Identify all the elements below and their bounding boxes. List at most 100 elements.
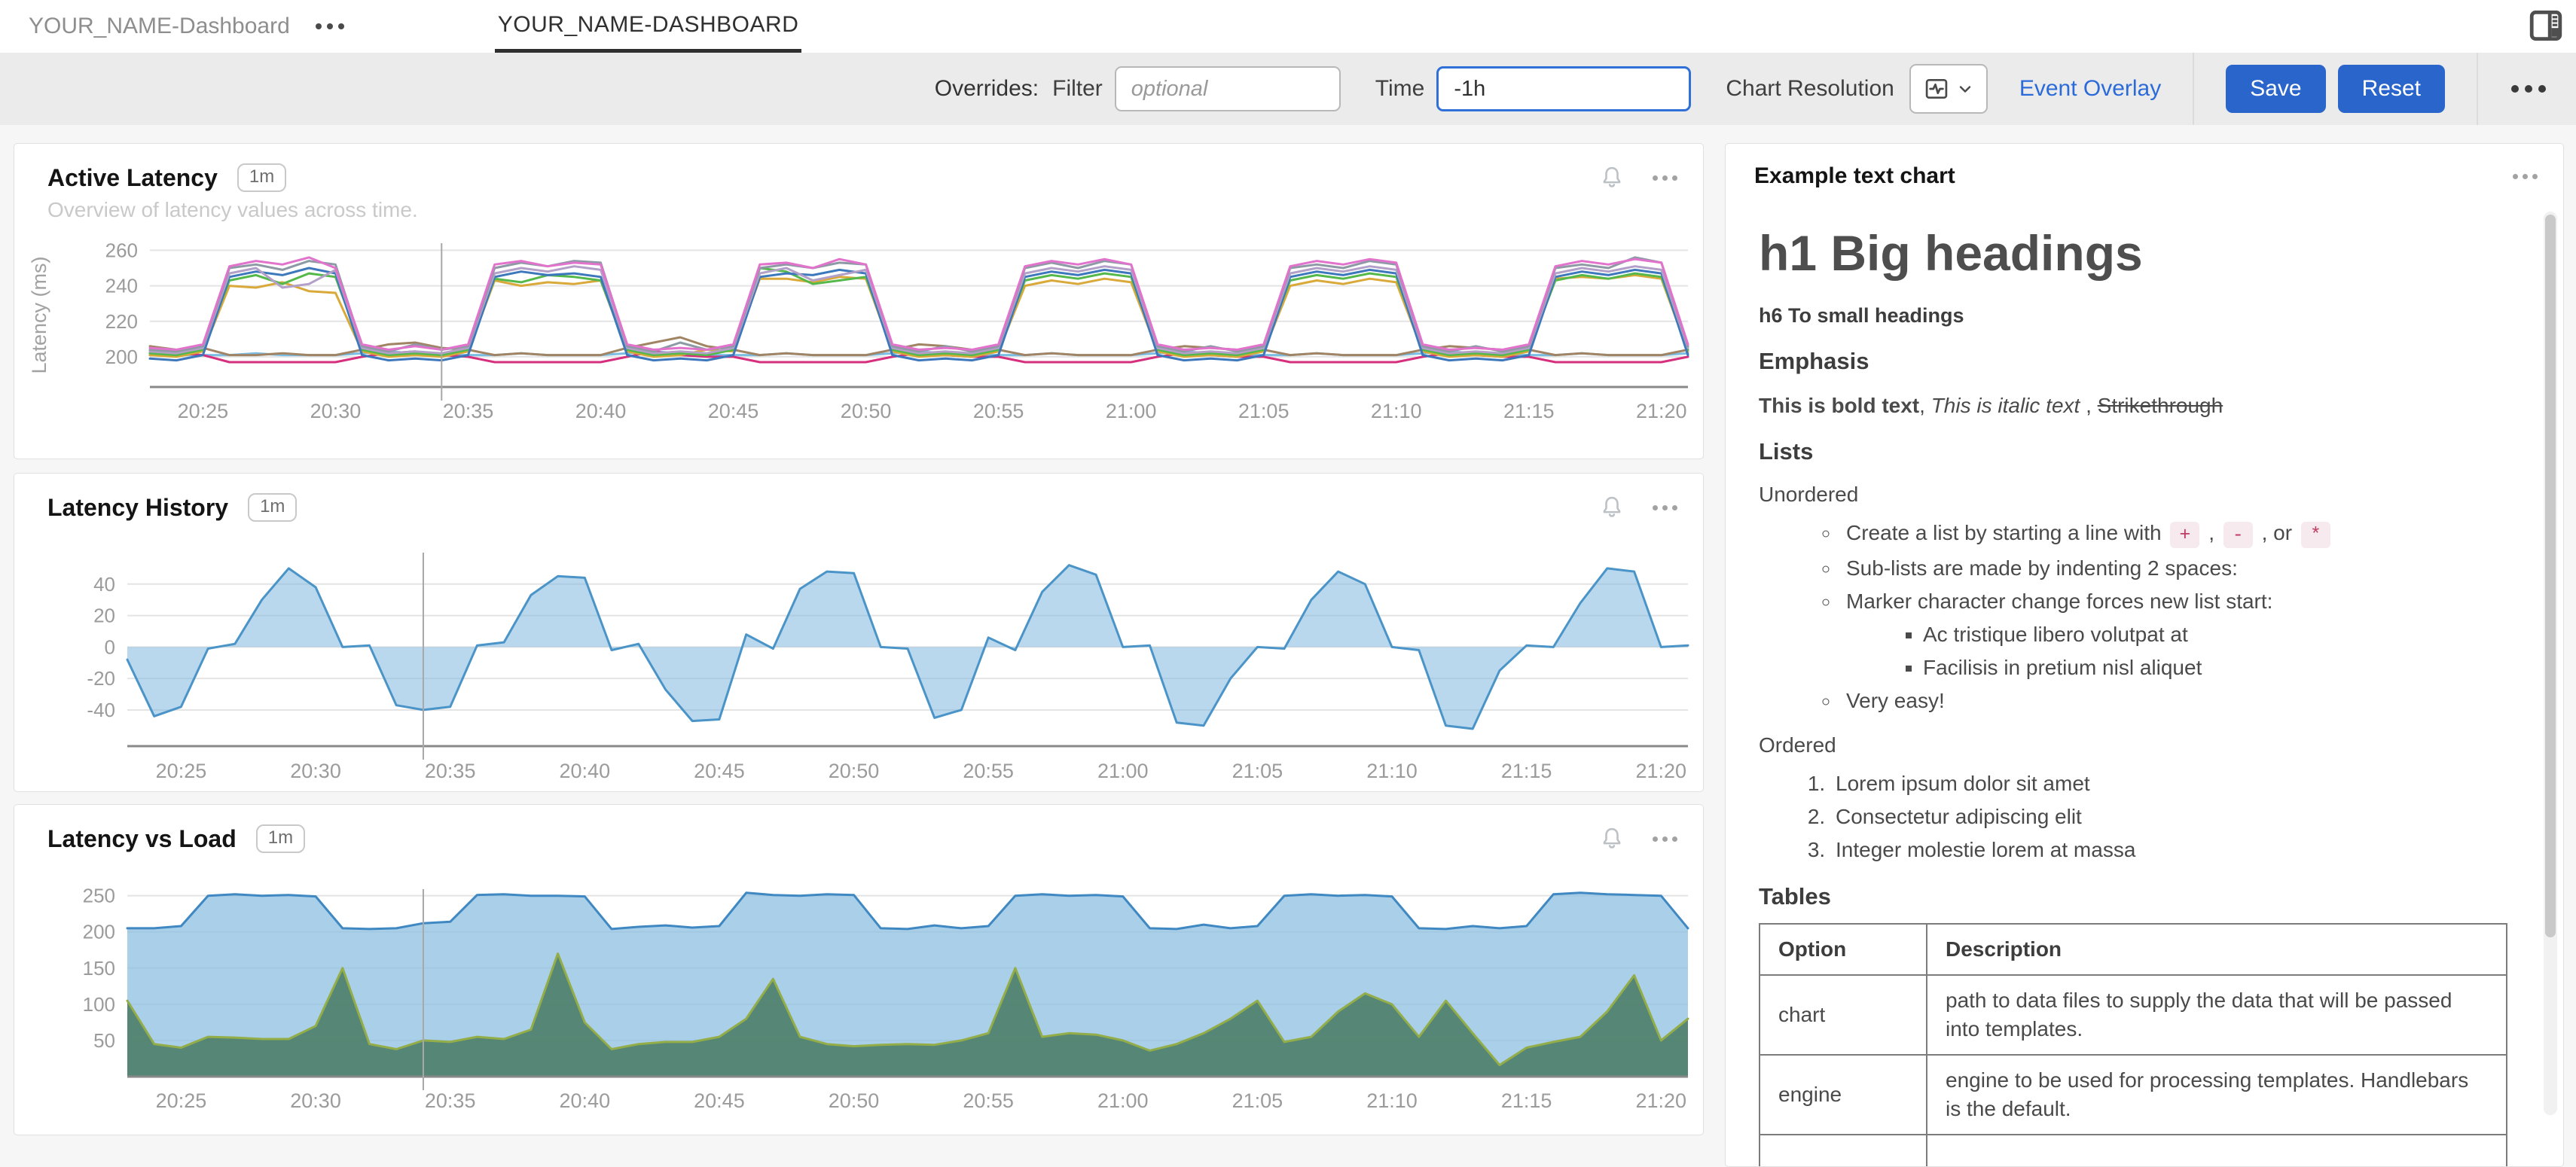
table-header-row: Option Description <box>1760 924 2507 975</box>
chart-resolution-dropdown[interactable] <box>1909 64 1988 114</box>
overrides-label: Overrides: <box>935 76 1039 102</box>
chevron-down-icon <box>1956 80 1974 98</box>
svg-text:20:25: 20:25 <box>178 400 229 422</box>
svg-text:-20: -20 <box>87 667 115 690</box>
svg-text:21:10: 21:10 <box>1366 1089 1418 1112</box>
list-item: Ac tristique libero volutpat at <box>1923 620 2507 649</box>
svg-text:40: 40 <box>93 573 115 596</box>
active-latency-chart-canvas[interactable]: 20022024026020:2520:3020:3520:4020:4520:… <box>14 239 1705 456</box>
svg-text:260: 260 <box>105 239 138 261</box>
save-button[interactable]: Save <box>2226 65 2325 113</box>
top-bar: YOUR_NAME-Dashboard YOUR_NAME-DASHBOARD <box>0 0 2576 53</box>
tab-dashboard[interactable]: YOUR_NAME-DASHBOARD <box>495 0 802 53</box>
list-item: Lorem ipsum dolor sit amet <box>1831 769 2507 798</box>
svg-text:21:15: 21:15 <box>1501 760 1552 782</box>
svg-text:150: 150 <box>83 957 115 980</box>
svg-text:240: 240 <box>105 275 138 297</box>
chart-menu-dots-icon[interactable] <box>1653 175 1677 181</box>
svg-text:20:45: 20:45 <box>694 760 745 782</box>
list-item: Consectetur adipiscing elit <box>1831 803 2507 831</box>
md-strike-text: Strikethrough <box>2098 394 2223 417</box>
svg-text:21:05: 21:05 <box>1238 400 1290 422</box>
svg-text:20:30: 20:30 <box>310 400 362 422</box>
toolbar-divider-2 <box>2477 53 2478 125</box>
list-item: Marker character change forces new list … <box>1840 587 2507 682</box>
time-input[interactable] <box>1436 66 1691 111</box>
svg-text:20:40: 20:40 <box>560 760 611 782</box>
svg-text:20:30: 20:30 <box>290 1089 341 1112</box>
svg-text:21:00: 21:00 <box>1106 400 1157 422</box>
resolution-badge: 1m <box>256 824 305 853</box>
svg-text:250: 250 <box>83 886 115 907</box>
svg-text:20:25: 20:25 <box>156 760 207 782</box>
latency-history-chart-canvas[interactable]: -40-200204020:2520:3020:3520:4020:4520:5… <box>14 547 1705 788</box>
card-latency-vs-load: Latency vs Load 1m 5010015020025020:2520… <box>14 804 1704 1135</box>
svg-text:200: 200 <box>83 921 115 943</box>
chart-menu-dots-icon[interactable] <box>1653 505 1677 510</box>
table-cell-description: path to data files to supply the data th… <box>1927 975 2507 1055</box>
md-unordered-label: Unordered <box>1759 481 2507 508</box>
md-h6: h6 To small headings <box>1759 302 2507 329</box>
table-cell-option: engine <box>1760 1055 1927 1135</box>
chart-menu-dots-icon[interactable] <box>1653 836 1677 842</box>
markdown-content: h1 Big headings h6 To small headings Emp… <box>1759 209 2507 1166</box>
overrides-toolbar: Overrides: Filter Time Chart Resolution … <box>0 53 2576 125</box>
md-bold-text: This is bold text <box>1759 394 1919 417</box>
reset-button[interactable]: Reset <box>2338 65 2445 113</box>
md-emphasis-heading: Emphasis <box>1759 349 2507 374</box>
filter-input[interactable] <box>1115 66 1341 111</box>
chart-menu-dots-icon[interactable] <box>2513 174 2538 179</box>
scrollbar-track[interactable] <box>2544 212 2557 1115</box>
alert-bell-icon[interactable] <box>1598 825 1625 852</box>
svg-text:21:10: 21:10 <box>1371 400 1422 422</box>
svg-text:50: 50 <box>93 1029 115 1052</box>
dashboard-group-name: YOUR_NAME-Dashboard <box>29 14 290 39</box>
svg-text:21:10: 21:10 <box>1366 760 1418 782</box>
list-item: Very easy! <box>1840 687 2507 715</box>
svg-text:220: 220 <box>105 310 138 333</box>
md-italic-text: This is italic text <box>1931 394 2080 417</box>
md-tables-heading: Tables <box>1759 884 2507 910</box>
latency-vs-load-chart-canvas[interactable]: 5010015020025020:2520:3020:3520:4020:452… <box>14 886 1705 1130</box>
scrollbar-thumb[interactable] <box>2545 215 2556 937</box>
svg-text:20:50: 20:50 <box>841 400 892 422</box>
svg-text:21:05: 21:05 <box>1232 760 1283 782</box>
dashboard-menu-dots-icon[interactable] <box>316 23 344 29</box>
code-minus: - <box>2223 522 2253 548</box>
chart-title: Latency History <box>47 494 228 522</box>
chart-resolution-label: Chart Resolution <box>1726 76 1894 102</box>
resolution-badge: 1m <box>248 493 297 522</box>
md-ordered-label: Ordered <box>1759 732 2507 759</box>
svg-text:20:45: 20:45 <box>694 1089 745 1112</box>
event-overlay-link[interactable]: Event Overlay <box>2019 76 2161 102</box>
svg-text:Latency (ms): Latency (ms) <box>28 256 50 373</box>
svg-text:20:35: 20:35 <box>443 400 494 422</box>
svg-text:21:00: 21:00 <box>1097 760 1149 782</box>
card-active-latency: Active Latency 1m Overview of latency va… <box>14 143 1704 459</box>
svg-text:-40: -40 <box>87 699 115 721</box>
text-chart-title: Example text chart <box>1754 163 1955 189</box>
md-lists-heading: Lists <box>1759 439 2507 465</box>
table-header-option: Option <box>1760 924 1927 975</box>
md-table: Option Description chart path to data fi… <box>1759 923 2507 1166</box>
svg-text:20:55: 20:55 <box>963 1089 1014 1112</box>
svg-text:20: 20 <box>93 605 115 627</box>
svg-text:20:45: 20:45 <box>708 400 759 422</box>
alert-bell-icon[interactable] <box>1598 494 1625 521</box>
alert-bell-icon[interactable] <box>1598 164 1625 191</box>
chart-subtitle: Overview of latency values across time. <box>14 192 1703 222</box>
code-star: * <box>2301 522 2330 548</box>
chart-title: Active Latency <box>47 164 218 192</box>
list-item: Create a list by starting a line with + … <box>1840 519 2507 550</box>
list-item: Integer molestie lorem at massa <box>1831 836 2507 864</box>
toolbar-overflow-dots-icon[interactable] <box>2511 85 2546 93</box>
svg-text:21:20: 21:20 <box>1635 1089 1686 1112</box>
svg-text:20:50: 20:50 <box>829 1089 880 1112</box>
md-nested-list: Ac tristique libero volutpat at Facilisi… <box>1846 620 2507 682</box>
table-cell-option: chart <box>1760 975 1927 1055</box>
md-h1: h1 Big headings <box>1759 227 2507 279</box>
code-plus: + <box>2170 522 2199 548</box>
svg-text:20:55: 20:55 <box>973 400 1024 422</box>
svg-text:21:20: 21:20 <box>1636 400 1687 422</box>
side-panel-toggle-icon[interactable] <box>2528 8 2564 44</box>
